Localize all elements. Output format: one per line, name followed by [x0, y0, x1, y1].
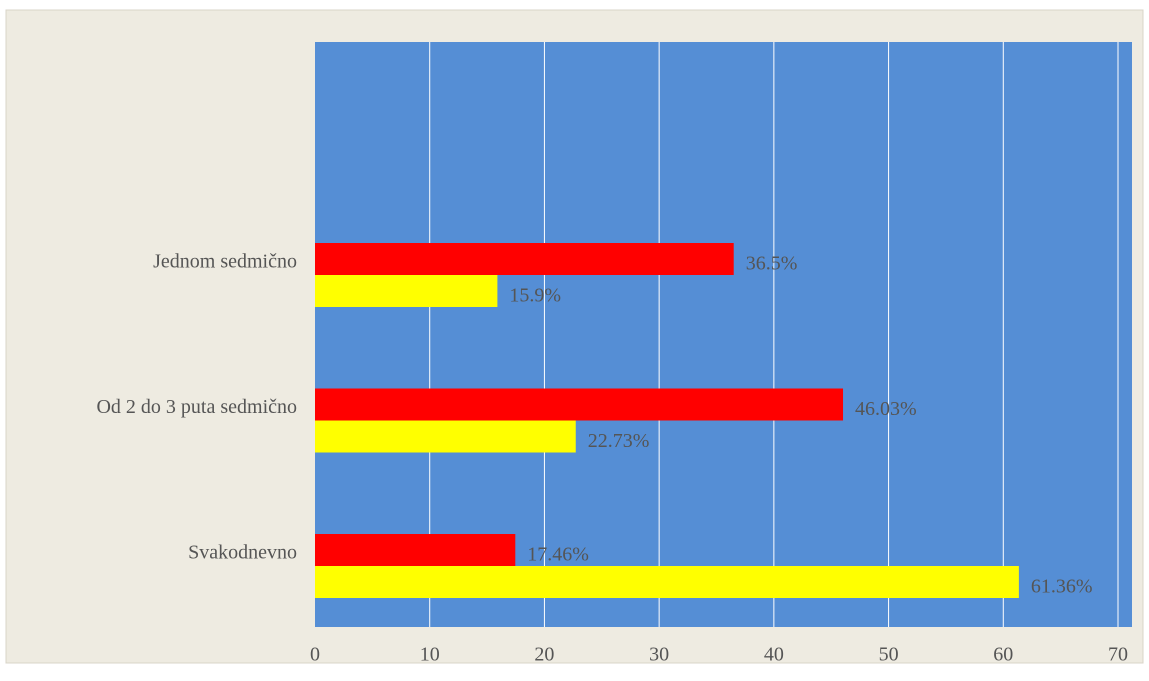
bar: [315, 566, 1019, 598]
value-label: 15.9%: [509, 285, 561, 307]
x-tick-label: 70: [1108, 644, 1128, 666]
bar: [315, 243, 734, 275]
x-tick-label: 30: [649, 644, 669, 666]
x-tick-label: 10: [420, 644, 440, 666]
bar: [315, 275, 498, 307]
bar: [315, 388, 844, 421]
plot-area: [315, 42, 1132, 627]
y-tick-label: Od 2 do 3 puta sedmično: [96, 396, 297, 418]
y-tick-label: Svakodnevno: [188, 542, 297, 564]
x-tick-label: 50: [879, 644, 899, 666]
x-tick-label: 40: [764, 644, 784, 666]
value-label: 61.36%: [1031, 576, 1093, 598]
value-label: 17.46%: [527, 544, 589, 566]
x-tick-label: 0: [310, 644, 320, 666]
bar: [315, 534, 516, 566]
x-tick-label: 20: [534, 644, 554, 666]
value-label: 36.5%: [746, 253, 798, 275]
value-label: 46.03%: [855, 398, 917, 420]
x-tick-label: 60: [993, 644, 1013, 666]
y-tick-label: Jednom sedmično: [153, 251, 297, 273]
bar: [315, 420, 576, 453]
value-label: 22.73%: [588, 430, 650, 452]
